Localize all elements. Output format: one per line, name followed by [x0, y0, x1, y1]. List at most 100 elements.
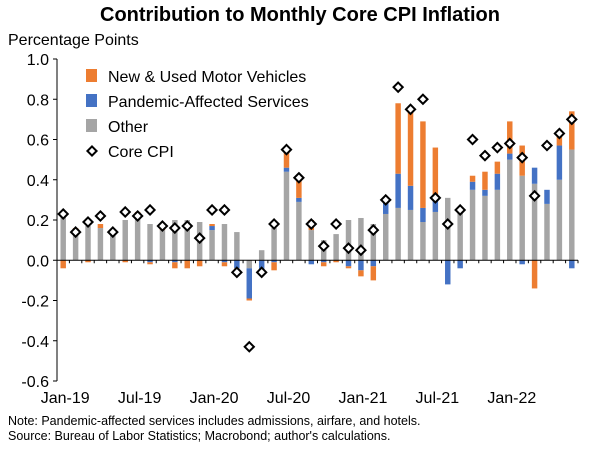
bar-other — [258, 250, 265, 261]
bar-other — [234, 232, 240, 261]
core-cpi-marker — [416, 93, 429, 106]
bar-other — [358, 217, 364, 261]
bar-other — [507, 159, 513, 261]
bar-other — [569, 149, 575, 261]
core-cpi-marker — [144, 203, 157, 216]
bar-pandemic-affected-services — [358, 260, 364, 271]
core-cpi-marker — [168, 222, 181, 235]
bar-other — [544, 203, 550, 261]
core-cpi-marker — [268, 218, 281, 231]
core-cpi-marker — [379, 193, 392, 206]
core-cpi-marker — [553, 127, 566, 140]
bar-new-used-motor-vehicles — [569, 111, 575, 150]
legend-swatch-new-used-motor-vehicles — [86, 69, 97, 82]
y-tick-label: 1.0 — [27, 52, 49, 69]
core-cpi-marker — [106, 226, 119, 239]
y-tick-label: -0.2 — [21, 294, 49, 311]
bar-new-used-motor-vehicles — [494, 161, 501, 174]
bar-new-used-motor-vehicles — [333, 260, 339, 263]
legend-swatch-other — [86, 119, 97, 132]
bar-pandemic-affected-services — [234, 260, 240, 269]
bar-new-used-motor-vehicles — [358, 270, 364, 277]
bar-other — [556, 179, 563, 261]
bar-pandemic-affected-services — [469, 181, 476, 190]
bar-other — [296, 201, 302, 261]
bar-other — [457, 211, 463, 261]
bar-pandemic-affected-services — [246, 268, 252, 299]
x-tick-label: Jan-22 — [487, 390, 536, 407]
core-cpi-marker — [503, 137, 516, 150]
bar-pandemic-affected-services — [308, 260, 315, 265]
bar-pandemic-affected-services — [457, 260, 463, 269]
core-cpi-marker — [255, 266, 268, 279]
bar-other — [519, 175, 525, 261]
bar-new-used-motor-vehicles — [407, 109, 414, 186]
bar-other — [494, 189, 501, 261]
footnotes: Note: Pandemic-affected services include… — [8, 414, 420, 444]
legend: New & Used Motor Vehicles Pandemic-Affect… — [85, 69, 309, 161]
bar-pandemic-affected-services — [544, 189, 550, 204]
legend-label-pandemic-affected-services: Pandemic-Affected Services — [108, 94, 309, 111]
bar-other — [531, 183, 538, 261]
bar-other — [383, 213, 389, 261]
bars-layer — [60, 103, 575, 301]
bar-new-used-motor-vehicles — [556, 135, 563, 146]
bar-pandemic-affected-services — [320, 260, 327, 263]
bar-pandemic-affected-services — [395, 173, 401, 208]
bar-new-used-motor-vehicles — [420, 121, 426, 208]
bar-other — [122, 220, 128, 261]
x-tick-label: Jul-20 — [267, 390, 311, 407]
bar-pandemic-affected-services — [283, 167, 290, 172]
bar-new-used-motor-vehicles — [271, 262, 277, 271]
bar-other — [407, 209, 414, 261]
core-cpi-marker — [392, 81, 405, 94]
bar-new-used-motor-vehicles — [296, 177, 302, 198]
core-cpi-marker — [94, 209, 107, 222]
bar-pandemic-affected-services — [370, 260, 377, 267]
bar-new-used-motor-vehicles — [209, 224, 215, 227]
bar-pandemic-affected-services — [531, 167, 538, 184]
core-cpi-marker — [528, 189, 541, 202]
y-tick-label: 0.0 — [27, 253, 49, 270]
bar-new-used-motor-vehicles — [184, 260, 190, 269]
core-cpi-marker — [131, 209, 144, 222]
y-axis-label: Percentage Points — [8, 32, 139, 49]
y-tick-label: 0.2 — [27, 213, 49, 230]
bar-new-used-motor-vehicles — [283, 149, 290, 168]
core-cpi-marker — [354, 244, 367, 257]
bar-new-used-motor-vehicles — [531, 260, 538, 289]
core-cpi-marker — [478, 149, 491, 162]
bar-new-used-motor-vehicles — [172, 262, 178, 269]
core-cpi-marker — [193, 232, 206, 245]
bar-pandemic-affected-services — [432, 197, 439, 212]
x-tick-label: Jan-20 — [190, 390, 239, 407]
bar-other — [221, 224, 228, 261]
core-cpi-marker — [119, 205, 132, 218]
bar-new-used-motor-vehicles — [85, 260, 91, 263]
bar-new-used-motor-vehicles — [122, 260, 128, 263]
legend-swatch-pandemic-affected-services — [86, 94, 97, 107]
bar-pandemic-affected-services — [556, 145, 563, 180]
core-cpi-marker — [69, 226, 82, 239]
bar-other — [420, 222, 426, 261]
bar-pandemic-affected-services — [445, 260, 451, 285]
bar-pandemic-affected-services — [258, 260, 265, 271]
bar-new-used-motor-vehicles — [147, 262, 153, 265]
bar-other — [110, 234, 116, 261]
bar-other — [345, 220, 352, 261]
y-tick-label: 0.8 — [27, 92, 49, 109]
legend-label-core-cpi: Core CPI — [108, 144, 174, 161]
bar-other — [469, 189, 476, 261]
core-cpi-marker — [156, 220, 169, 233]
bar-new-used-motor-vehicles — [469, 175, 476, 182]
core-cpi-marker — [230, 266, 243, 279]
x-tick-label: Jan-19 — [41, 390, 90, 407]
core-cpi-marker — [317, 240, 330, 253]
core-cpi-marker — [57, 207, 70, 220]
bar-new-used-motor-vehicles — [196, 260, 203, 267]
bar-other — [246, 260, 252, 269]
bar-pandemic-affected-services — [569, 260, 575, 269]
